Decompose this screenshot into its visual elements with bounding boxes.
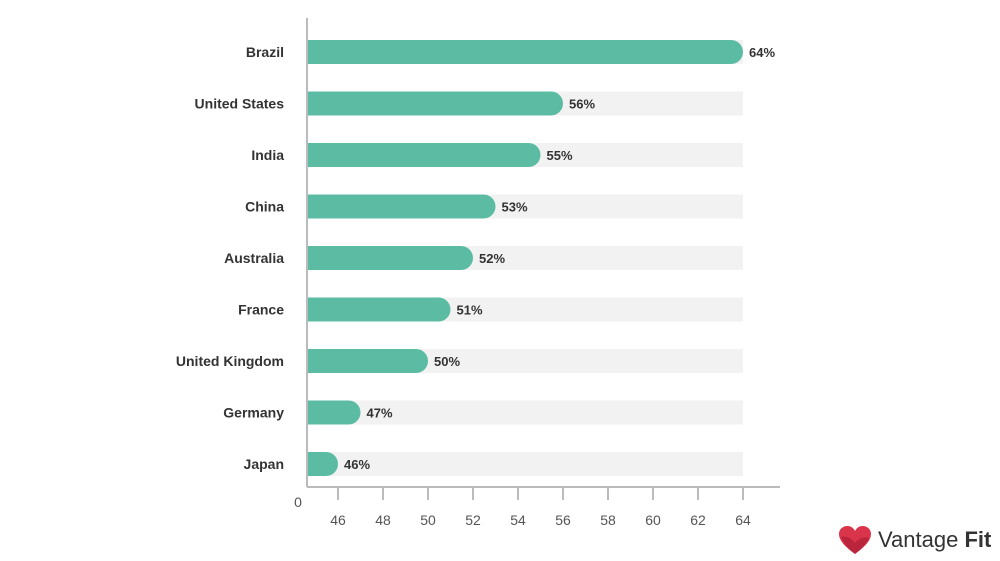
- bar: [307, 40, 743, 64]
- bar: [307, 246, 473, 270]
- x-tick-label: 54: [510, 512, 526, 528]
- brand-name-regular: Vantage: [878, 527, 959, 552]
- x-tick-label: 46: [330, 512, 346, 528]
- value-label: 56%: [569, 97, 595, 112]
- x-tick-label: 64: [735, 512, 751, 528]
- category-label: France: [238, 302, 284, 318]
- value-label: 64%: [749, 45, 775, 60]
- category-label: Japan: [244, 456, 284, 472]
- value-label: 52%: [479, 251, 505, 266]
- x-tick-label: 50: [420, 512, 436, 528]
- value-label: 55%: [547, 148, 573, 163]
- x-axis-ticks: [337, 487, 744, 500]
- bar-track: [307, 400, 743, 425]
- value-labels: 64% 56% 55% 53% 52% 51% 50% 47% 46%: [344, 45, 775, 472]
- category-label: China: [245, 199, 284, 215]
- x-tick-label: 58: [600, 512, 616, 528]
- value-label: 47%: [367, 406, 393, 421]
- value-label: 51%: [457, 303, 483, 318]
- axes: [306, 18, 780, 488]
- value-label: 53%: [502, 200, 528, 215]
- value-label: 50%: [434, 354, 460, 369]
- x-tick-label: 48: [375, 512, 391, 528]
- brand-name: Vantage Fit: [878, 527, 991, 553]
- bar: [307, 297, 451, 322]
- bars: [307, 40, 743, 476]
- category-label: Australia: [224, 250, 284, 266]
- bar: [307, 452, 338, 476]
- bar: [307, 143, 541, 167]
- category-labels: Brazil United States India China Australia Fr…: [176, 44, 284, 472]
- x-axis-tick-labels: 46 48 50 52 54 56 58 60 62 64: [330, 512, 751, 528]
- brand-logo: Vantage Fit: [838, 522, 991, 558]
- category-label: Germany: [223, 405, 284, 421]
- bar: [307, 400, 361, 425]
- category-label: United States: [195, 96, 285, 112]
- heart-logo-icon: [839, 526, 871, 554]
- x-tick-label: 56: [555, 512, 571, 528]
- brand-name-bold: Fit: [964, 527, 992, 552]
- bar: [307, 349, 428, 373]
- bar: [307, 194, 496, 219]
- x-tick-label: 60: [645, 512, 661, 528]
- x-tick-label: 52: [465, 512, 481, 528]
- category-label: India: [251, 147, 284, 163]
- bar: [307, 91, 563, 116]
- x-tick-label: 62: [690, 512, 706, 528]
- value-label: 46%: [344, 457, 370, 472]
- category-label: Brazil: [246, 44, 284, 60]
- category-label: United Kingdom: [176, 353, 284, 369]
- bar-track: [307, 452, 743, 476]
- x-origin-label: 0: [294, 494, 302, 510]
